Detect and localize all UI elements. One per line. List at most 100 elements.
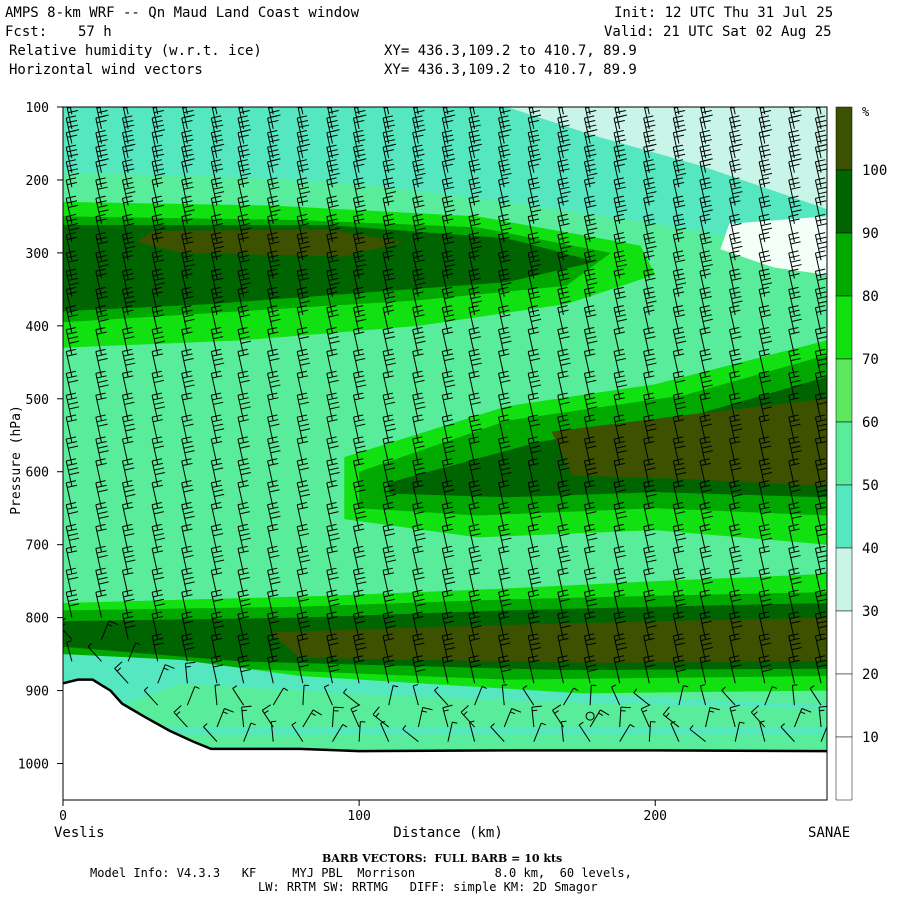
barb-flag xyxy=(468,305,479,309)
barb-flag xyxy=(499,163,510,167)
barb-flag xyxy=(152,637,163,642)
barb-flag xyxy=(181,286,192,291)
barb-shaft xyxy=(447,722,453,742)
barb-flag xyxy=(240,340,251,344)
barb-flag xyxy=(469,87,479,89)
wind-barb xyxy=(788,286,801,316)
wind-barb xyxy=(181,250,195,279)
barb-flag xyxy=(499,572,510,576)
barb-flag xyxy=(498,250,509,254)
barb-shaft xyxy=(66,641,73,662)
barb-shaft xyxy=(498,271,505,297)
barb-flag xyxy=(154,401,164,405)
barb-shaft xyxy=(561,107,564,115)
barb-flag xyxy=(182,119,193,124)
barb-shaft xyxy=(326,117,333,144)
wind-barb xyxy=(689,724,706,743)
barb-flag xyxy=(702,515,713,519)
barb-flag xyxy=(353,370,364,374)
barb-flag xyxy=(152,419,163,423)
wind-barb xyxy=(672,159,687,188)
barb-flag xyxy=(470,664,481,668)
barb-flag xyxy=(674,419,685,423)
barb-flag xyxy=(182,397,193,401)
barb-flag xyxy=(557,523,568,528)
barb-flag xyxy=(789,659,800,663)
barb-flag xyxy=(644,163,655,167)
barb-flag xyxy=(237,213,248,218)
barb-flag xyxy=(443,163,454,167)
barb-flag xyxy=(154,109,164,114)
wind-barb xyxy=(181,633,195,662)
wind-barb xyxy=(114,661,129,684)
barb-flag xyxy=(530,186,541,190)
barb-flag xyxy=(730,200,741,204)
barb-flag xyxy=(413,462,424,467)
barb-flag xyxy=(790,357,801,362)
barb-flag xyxy=(675,277,686,281)
barb-flag xyxy=(761,642,772,646)
barb-flag xyxy=(586,223,597,227)
barb-flag xyxy=(585,572,596,576)
barb-flag xyxy=(267,436,278,440)
barb-flag xyxy=(326,458,337,462)
barb-flag xyxy=(69,603,80,607)
barb-flag xyxy=(470,277,481,281)
barb-flag xyxy=(98,209,109,213)
barb-flag xyxy=(122,326,133,331)
barb-flag xyxy=(643,436,654,440)
barb-flag xyxy=(643,392,654,396)
barb-flag xyxy=(122,115,133,119)
barb-flag xyxy=(181,611,192,615)
barb-flag xyxy=(528,250,539,254)
wind-barb xyxy=(65,195,79,224)
barb-flag xyxy=(382,130,393,134)
barb-flag xyxy=(412,392,423,396)
barb-flag xyxy=(445,209,456,213)
barb-flag xyxy=(701,511,712,515)
barb-shaft xyxy=(352,289,360,316)
barb-flag xyxy=(788,115,799,119)
barb-flag xyxy=(382,232,393,236)
barb-flag xyxy=(98,318,109,322)
barb-flag xyxy=(443,506,454,510)
barb-flag xyxy=(584,268,595,272)
barb-flag xyxy=(412,370,423,374)
barb-flag xyxy=(297,567,308,571)
barb-flag xyxy=(95,326,106,331)
barb-flag xyxy=(414,401,425,405)
barb-flag xyxy=(469,218,480,222)
wind-barb xyxy=(326,268,340,297)
barb-flag xyxy=(95,545,106,549)
barb-flag xyxy=(67,419,78,423)
barb-shaft xyxy=(382,289,390,316)
barb-flag xyxy=(412,326,423,331)
barb-flag xyxy=(541,722,547,726)
wind-barb xyxy=(291,721,304,742)
barb-flag xyxy=(788,286,799,291)
barb-flag xyxy=(499,397,510,401)
barb-flag xyxy=(181,392,192,396)
barb-flag xyxy=(586,314,597,318)
wind-barb xyxy=(121,326,135,356)
barb-flag xyxy=(414,533,425,537)
barb-flag xyxy=(790,109,801,114)
barb-flag xyxy=(700,397,711,401)
barb-flag xyxy=(328,598,339,602)
barb-shaft xyxy=(382,252,390,279)
barb-flag xyxy=(790,295,801,300)
barb-shaft xyxy=(670,723,680,742)
wind-barb xyxy=(522,685,535,706)
wind-barb xyxy=(382,655,395,684)
barb-flag xyxy=(760,616,771,620)
barb-flag xyxy=(268,375,279,379)
barb-flag xyxy=(297,250,308,254)
barb-flag xyxy=(415,668,426,673)
barb-flag xyxy=(269,576,280,580)
barb-flag xyxy=(586,109,597,114)
barb-flag xyxy=(329,227,340,231)
barb-flag xyxy=(468,414,479,418)
barb-flag xyxy=(499,309,510,313)
barb-flag xyxy=(530,259,541,263)
barb-flag xyxy=(122,458,133,462)
